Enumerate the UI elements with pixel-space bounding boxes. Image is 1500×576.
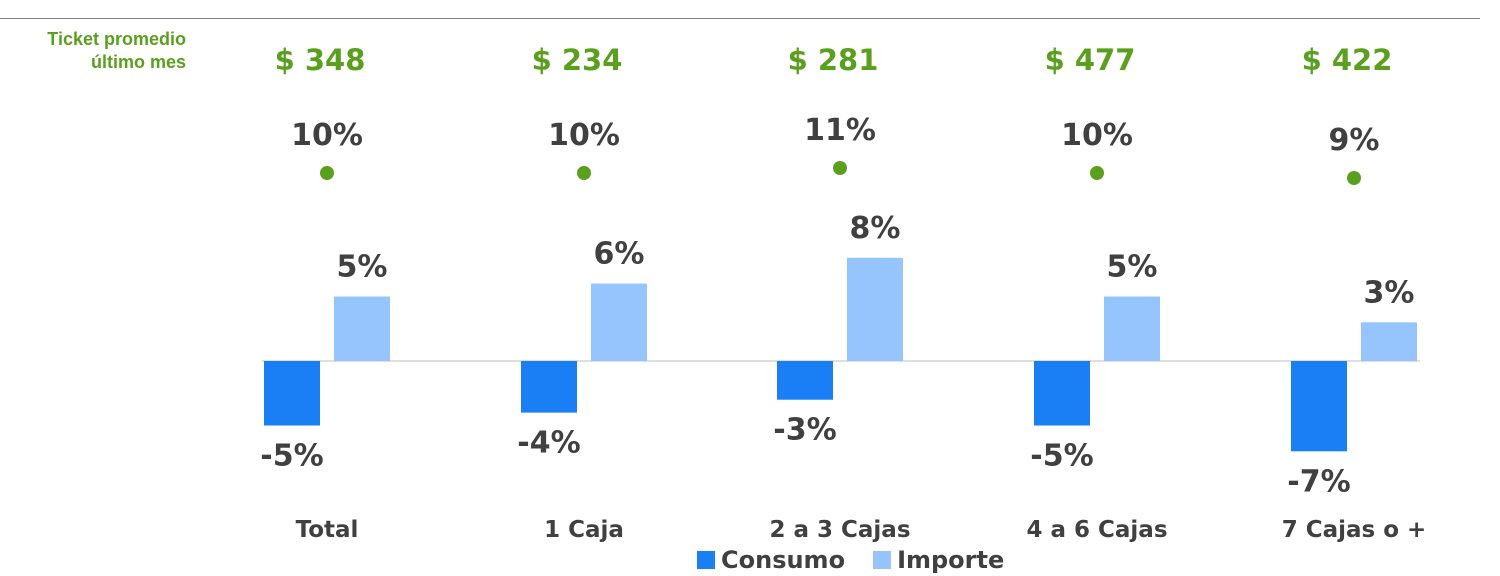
dot-label: 9%	[1329, 123, 1380, 158]
category-label: 2 a 3 Cajas	[769, 517, 910, 543]
bar-consumo	[264, 361, 320, 426]
bar-consumo	[521, 361, 577, 413]
legend-swatch-consumo	[697, 551, 715, 569]
legend-label-consumo: Consumo	[721, 546, 846, 574]
ticket-value: $ 281	[788, 43, 879, 77]
category-label: Total	[296, 517, 359, 543]
bar-label-importe: 3%	[1364, 275, 1415, 310]
ticket-label: Ticket promedio último mes	[47, 28, 186, 74]
bar-label-importe: 5%	[1107, 250, 1158, 285]
ticket-value: $ 348	[275, 43, 366, 77]
bar-importe	[334, 296, 390, 361]
dot-label: 10%	[1061, 118, 1133, 153]
ticket-label-line1: Ticket promedio	[47, 29, 186, 49]
dot-marker	[1347, 171, 1361, 185]
bar-label-importe: 6%	[594, 237, 645, 272]
ticket-value: $ 422	[1302, 43, 1393, 77]
ticket-value: $ 477	[1045, 43, 1136, 77]
category-label: 7 Cajas o +	[1282, 517, 1427, 543]
bar-label-consumo: -5%	[260, 439, 323, 474]
legend: Consumo Importe	[697, 546, 1032, 574]
dot-marker	[577, 166, 591, 180]
ticket-label-line2: último mes	[90, 52, 186, 72]
bar-label-importe: 5%	[337, 250, 388, 285]
bar-label-importe: 8%	[850, 211, 901, 246]
top-rule	[0, 18, 1480, 19]
dot-label: 11%	[804, 113, 876, 148]
bar-importe	[591, 283, 647, 361]
category-label: 1 Caja	[544, 517, 624, 543]
ticket-value: $ 234	[532, 43, 623, 77]
legend-item-consumo: Consumo	[697, 546, 845, 574]
legend-label-importe: Importe	[897, 546, 1005, 574]
bar-consumo	[1034, 361, 1090, 426]
legend-swatch-importe	[873, 551, 892, 569]
bar-label-consumo: -4%	[517, 426, 580, 461]
bar-label-consumo: -5%	[1030, 439, 1093, 474]
bar-importe	[1104, 296, 1160, 361]
legend-item-importe: Importe	[873, 546, 1004, 574]
bar-label-consumo: -7%	[1287, 464, 1350, 499]
bar-consumo	[777, 361, 833, 400]
dot-label: 10%	[291, 118, 363, 153]
bar-importe	[847, 257, 903, 361]
dot-label: 10%	[548, 118, 620, 153]
bar-importe	[1361, 322, 1417, 361]
bar-consumo	[1291, 361, 1347, 452]
dot-marker	[320, 166, 334, 180]
dot-marker	[833, 161, 847, 175]
dot-marker	[1090, 166, 1104, 180]
category-label: 4 a 6 Cajas	[1026, 517, 1167, 543]
bar-label-consumo: -3%	[773, 413, 836, 448]
